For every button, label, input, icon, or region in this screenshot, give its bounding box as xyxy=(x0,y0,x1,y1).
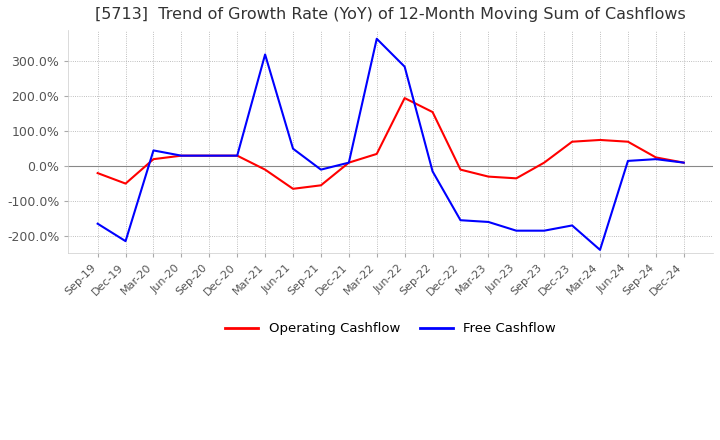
Free Cashflow xyxy=(261,52,269,57)
Operating Cashflow xyxy=(317,183,325,188)
Free Cashflow xyxy=(233,153,241,158)
Free Cashflow xyxy=(289,146,297,151)
Free Cashflow xyxy=(400,64,409,70)
Operating Cashflow xyxy=(94,170,102,176)
Free Cashflow xyxy=(456,217,465,223)
Operating Cashflow xyxy=(344,160,353,165)
Free Cashflow xyxy=(149,148,158,153)
Operating Cashflow xyxy=(261,167,269,172)
Free Cashflow xyxy=(317,167,325,172)
Free Cashflow xyxy=(624,158,632,164)
Free Cashflow xyxy=(512,228,521,233)
Operating Cashflow xyxy=(149,157,158,162)
Title: [5713]  Trend of Growth Rate (YoY) of 12-Month Moving Sum of Cashflows: [5713] Trend of Growth Rate (YoY) of 12-… xyxy=(95,7,686,22)
Free Cashflow xyxy=(484,219,492,224)
Free Cashflow xyxy=(540,228,549,233)
Operating Cashflow xyxy=(680,160,688,165)
Free Cashflow xyxy=(595,247,604,253)
Operating Cashflow xyxy=(177,153,186,158)
Operating Cashflow xyxy=(484,174,492,179)
Operating Cashflow xyxy=(289,186,297,191)
Line: Operating Cashflow: Operating Cashflow xyxy=(98,98,684,189)
Free Cashflow xyxy=(205,153,214,158)
Operating Cashflow xyxy=(428,110,437,115)
Operating Cashflow xyxy=(512,176,521,181)
Operating Cashflow xyxy=(624,139,632,144)
Operating Cashflow xyxy=(652,155,660,160)
Operating Cashflow xyxy=(233,153,241,158)
Free Cashflow xyxy=(680,160,688,165)
Line: Free Cashflow: Free Cashflow xyxy=(98,39,684,250)
Free Cashflow xyxy=(652,157,660,162)
Operating Cashflow xyxy=(400,95,409,101)
Free Cashflow xyxy=(177,153,186,158)
Operating Cashflow xyxy=(205,153,214,158)
Operating Cashflow xyxy=(595,137,604,143)
Free Cashflow xyxy=(344,160,353,165)
Operating Cashflow xyxy=(568,139,577,144)
Operating Cashflow xyxy=(456,167,465,172)
Operating Cashflow xyxy=(121,181,130,186)
Operating Cashflow xyxy=(540,160,549,165)
Free Cashflow xyxy=(568,223,577,228)
Legend: Operating Cashflow, Free Cashflow: Operating Cashflow, Free Cashflow xyxy=(220,317,562,341)
Free Cashflow xyxy=(121,238,130,244)
Free Cashflow xyxy=(94,221,102,226)
Free Cashflow xyxy=(372,36,381,41)
Operating Cashflow xyxy=(372,151,381,157)
Free Cashflow xyxy=(428,169,437,174)
